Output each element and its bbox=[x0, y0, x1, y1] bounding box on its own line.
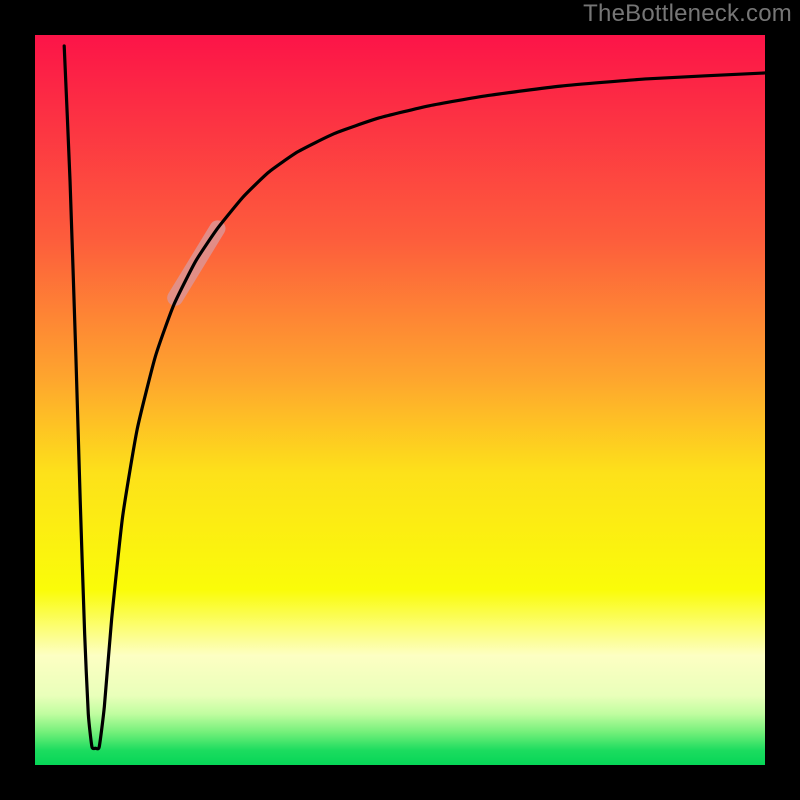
chart-canvas: TheBottleneck.com bbox=[0, 0, 800, 800]
bottleneck-curve-chart bbox=[0, 0, 800, 800]
watermark-text: TheBottleneck.com bbox=[583, 0, 792, 28]
